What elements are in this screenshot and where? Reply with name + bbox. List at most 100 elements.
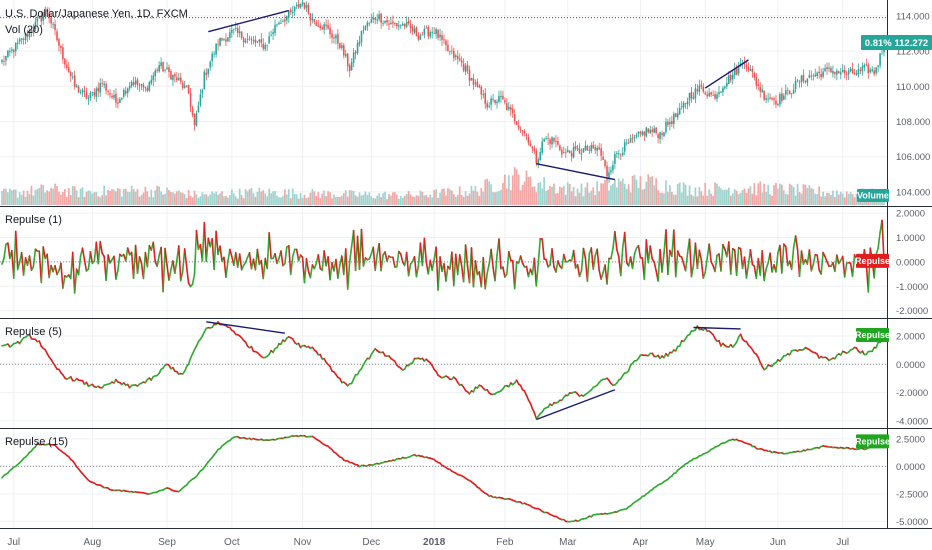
- oscillator-segment: [633, 247, 638, 255]
- repulse-15-badge-bg: [856, 434, 889, 449]
- symbol-title[interactable]: U.S. Dollar/Japanese Yen, 1D, FXCM: [5, 8, 188, 20]
- candle-body: [399, 25, 402, 27]
- candle-body: [460, 60, 463, 63]
- repulse-15-badge-label: Repulse: [855, 437, 890, 447]
- volume-bar: [853, 197, 856, 205]
- repulse-15-title[interactable]: Repulse (15): [5, 436, 68, 448]
- candle-body: [816, 72, 819, 77]
- candle-body: [50, 18, 52, 24]
- candle-body: [28, 30, 31, 37]
- candle-body: [580, 153, 583, 155]
- volume-bar: [295, 194, 298, 205]
- volume-bar: [142, 192, 145, 205]
- candle-body: [250, 39, 253, 41]
- volume-bar: [843, 197, 846, 205]
- volume-bar: [574, 196, 577, 205]
- trendline[interactable]: [536, 163, 616, 181]
- volume-bar: [335, 196, 337, 205]
- candle-body: [521, 130, 524, 132]
- oscillator-segment: [498, 238, 502, 270]
- volume-bar: [134, 191, 137, 205]
- volume-bar: [185, 198, 188, 205]
- candle-body: [154, 70, 157, 77]
- volume-bar: [207, 196, 210, 205]
- oscillator-segment: [16, 261, 21, 271]
- volume-bar: [584, 187, 587, 205]
- oscillator-segment: [875, 247, 879, 256]
- volume-bar: [339, 197, 341, 205]
- candle-body: [639, 131, 642, 134]
- volume-bar: [830, 194, 832, 205]
- volume-bar: [724, 189, 726, 205]
- volume-bar: [790, 185, 793, 205]
- repulse-1-title[interactable]: Repulse (1): [5, 214, 62, 226]
- volume-bar: [474, 186, 477, 205]
- candle-body: [700, 84, 703, 87]
- x-tick-label: Nov: [294, 537, 312, 548]
- candle-body: [58, 39, 60, 46]
- oscillator-segment: [348, 245, 353, 263]
- volume-bar: [227, 197, 229, 205]
- volume-bar: [749, 186, 752, 205]
- candle-body: [101, 82, 103, 84]
- volume-bar: [256, 191, 259, 205]
- candle-body: [356, 43, 359, 54]
- candle-body: [374, 17, 377, 20]
- candle-body: [871, 69, 874, 71]
- candle-body: [209, 61, 212, 68]
- volume-bar: [168, 190, 170, 205]
- volume-bar: [466, 195, 469, 205]
- volume-bar: [205, 194, 208, 205]
- repulse-1-badge-label: Repulse: [855, 256, 890, 266]
- x-tick-label: Aug: [83, 537, 101, 548]
- candle-body: [453, 50, 455, 59]
- candle-body: [244, 40, 247, 43]
- volume-bar: [462, 196, 465, 205]
- oscillator-segment: [238, 253, 243, 271]
- y-tick-label: 110.000: [896, 82, 930, 93]
- volume-bar: [494, 192, 496, 205]
- volume-bar: [680, 192, 683, 205]
- volume-bar: [282, 195, 284, 205]
- candle-body: [179, 77, 182, 82]
- volume-bar: [700, 191, 703, 205]
- candle-body: [193, 113, 196, 126]
- candle-body: [221, 38, 223, 41]
- candle-body: [366, 22, 369, 27]
- trendline[interactable]: [693, 326, 741, 330]
- volume-bar: [513, 167, 516, 205]
- volume-bar: [629, 192, 632, 205]
- volume-indicator-label[interactable]: Vol (20): [5, 24, 43, 36]
- volume-bar: [289, 198, 292, 205]
- volume-bar: [802, 184, 805, 205]
- candle-body: [692, 97, 695, 99]
- volume-bar: [423, 195, 426, 205]
- oscillator-segment: [227, 248, 231, 263]
- oscillator-segment: [761, 249, 765, 282]
- repulse-5-title[interactable]: Repulse (5): [5, 326, 62, 338]
- trendlines[interactable]: [206, 9, 749, 421]
- trendline[interactable]: [206, 321, 285, 334]
- trendline[interactable]: [704, 59, 749, 89]
- candle-body: [126, 88, 129, 93]
- candle-body: [451, 50, 453, 52]
- candle-body: [775, 100, 777, 105]
- candle-body: [563, 152, 565, 154]
- candle-body: [737, 65, 740, 74]
- candle-body: [633, 137, 636, 139]
- candle-body: [763, 90, 765, 100]
- candle-body: [272, 32, 274, 35]
- volume-bar: [175, 191, 178, 205]
- candle-body: [745, 65, 748, 68]
- candle-body: [380, 13, 382, 23]
- trendline[interactable]: [208, 9, 289, 33]
- candle-body: [649, 129, 652, 134]
- volume-bar: [258, 187, 261, 205]
- oscillator-segment: [146, 244, 151, 268]
- volume-bar: [816, 194, 819, 205]
- volume-bar: [307, 197, 310, 205]
- candle-body: [144, 87, 147, 88]
- trendline[interactable]: [536, 389, 616, 421]
- candle-body: [616, 153, 618, 155]
